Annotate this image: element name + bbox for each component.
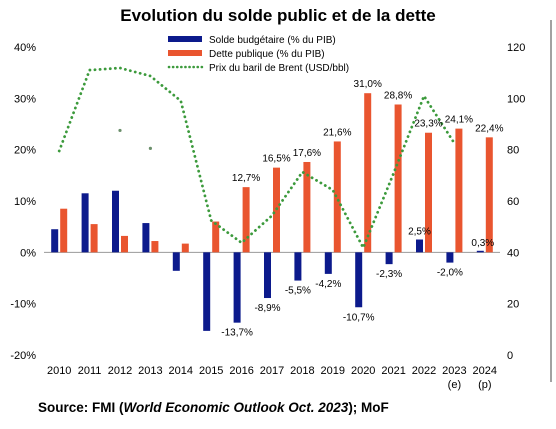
x-tick-label: 2014	[169, 365, 193, 377]
x-tick-label: 2015	[199, 365, 223, 377]
x-tick-label: 2012	[108, 365, 132, 377]
dette-bar	[333, 141, 341, 253]
x-tick-label: 2016	[229, 365, 253, 377]
solde-bar	[294, 252, 302, 281]
solde-data-label: -13,7%	[221, 328, 253, 339]
solde-bar	[51, 229, 59, 253]
dette-bar	[90, 224, 98, 253]
x-tick-sublabel: (e)	[448, 379, 461, 391]
x-tick-label: 2024	[473, 365, 497, 377]
solde-bar	[476, 250, 484, 253]
x-tick-label: 2013	[138, 365, 162, 377]
dette-bar	[485, 137, 493, 253]
solde-data-label: 2,5%	[408, 227, 431, 238]
bars	[51, 93, 493, 331]
data-labels: -13,7% 12,7% -8,9% 16,5% -5,5% 17,6% -4,2% 21,6…	[221, 79, 503, 338]
dette-data-label: 23,3%	[414, 119, 442, 130]
solde-bar	[264, 252, 271, 299]
dette-data-label: 16,5%	[262, 154, 290, 165]
x-tick-label: 2021	[381, 365, 405, 377]
dette-bar	[121, 235, 128, 253]
dette-bar	[151, 241, 159, 253]
solde-bar	[203, 252, 211, 331]
solde-bar	[416, 239, 423, 253]
source-note: Source: FMI (World Economic Outlook Oct.…	[38, 400, 389, 415]
legend-swatch-solde	[168, 36, 202, 42]
dette-data-label: 12,7%	[232, 173, 260, 184]
dette-bar	[394, 104, 402, 253]
right-tick-label: 40	[507, 247, 519, 259]
right-tick-label: 60	[507, 196, 519, 208]
solde-data-label: -4,2%	[315, 279, 341, 290]
dette-bar	[425, 132, 432, 253]
brent-extra-point	[118, 128, 122, 133]
legend: Solde budgétaire (% du PIB) Dette publiqu…	[167, 35, 349, 74]
solde-bar	[446, 252, 454, 263]
brent-line	[57, 66, 456, 252]
legend-label-dette: Dette publique (% du PIB)	[209, 49, 325, 60]
legend-swatch-dette	[168, 50, 202, 56]
solde-bar	[112, 190, 119, 253]
solde-bar	[355, 252, 363, 308]
solde-bar	[324, 252, 332, 274]
solde-bar	[142, 223, 150, 253]
left-tick-label: 20%	[14, 145, 36, 157]
solde-bar	[172, 252, 180, 271]
right-tick-label: 20	[507, 299, 519, 311]
solde-data-label: -10,7%	[343, 312, 375, 323]
chart-title: Evolution du solde public et de la dette	[120, 6, 436, 25]
solde-bar	[233, 252, 241, 323]
left-tick-label: 10%	[14, 196, 36, 208]
x-tick-label: 2017	[260, 365, 284, 377]
x-tick-label: 2022	[412, 365, 436, 377]
x-tick-sublabel: (p)	[478, 379, 491, 391]
solde-data-label: 0,3%	[471, 238, 494, 249]
dette-bar	[242, 187, 250, 253]
x-tick-label: 2020	[351, 365, 375, 377]
dette-data-label: 21,6%	[323, 127, 351, 138]
right-tick-label: 80	[507, 145, 519, 157]
solde-data-label: -2,0%	[437, 268, 463, 279]
dette-bar	[303, 161, 311, 253]
dette-data-label: 31,0%	[354, 79, 382, 90]
dette-data-label: 22,4%	[475, 123, 503, 134]
dette-data-label: 24,1%	[445, 115, 473, 126]
brent-extra-point	[148, 146, 152, 150]
left-tick-label: 40%	[14, 42, 36, 54]
x-tick-label: 2010	[47, 365, 71, 377]
source-suffix: ); MoF	[348, 400, 389, 415]
dette-bar	[364, 93, 372, 253]
solde-data-label: -5,5%	[285, 286, 311, 297]
left-tick-label: -20%	[10, 350, 36, 362]
x-tick-label: 2019	[321, 365, 345, 377]
axes: -20% -10% 0% 10% 20% 30% 40% 0 20 40 60 80 100 120 201…	[10, 20, 552, 391]
source-italic: World Economic Outlook Oct. 2023	[123, 400, 349, 415]
dette-data-label: 28,8%	[384, 90, 412, 101]
dette-bar	[455, 128, 463, 253]
x-tick-label: 2018	[290, 365, 314, 377]
solde-bar	[81, 193, 89, 253]
solde-bar	[385, 252, 393, 265]
legend-label-brent: Prix du baril de Brent (USD/bbl)	[209, 63, 349, 74]
dette-bar	[60, 208, 68, 253]
solde-data-label: -8,9%	[254, 303, 280, 314]
dette-data-label: 17,6%	[293, 148, 321, 159]
dette-bar	[181, 243, 189, 253]
right-tick-label: 100	[507, 93, 525, 105]
left-tick-label: 30%	[14, 93, 36, 105]
source-prefix: Source: FMI (	[38, 400, 124, 415]
dette-bar	[212, 221, 220, 253]
right-tick-label: 0	[507, 350, 513, 362]
legend-label-solde: Solde budgétaire (% du PIB)	[209, 35, 336, 46]
x-tick-label: 2011	[78, 365, 102, 377]
right-tick-label: 120	[507, 42, 525, 54]
left-tick-label: 0%	[20, 247, 36, 259]
left-tick-label: -10%	[10, 299, 36, 311]
x-tick-label: 2023	[442, 365, 466, 377]
solde-data-label: -2,3%	[376, 269, 402, 280]
brent-polyline	[57, 66, 456, 252]
